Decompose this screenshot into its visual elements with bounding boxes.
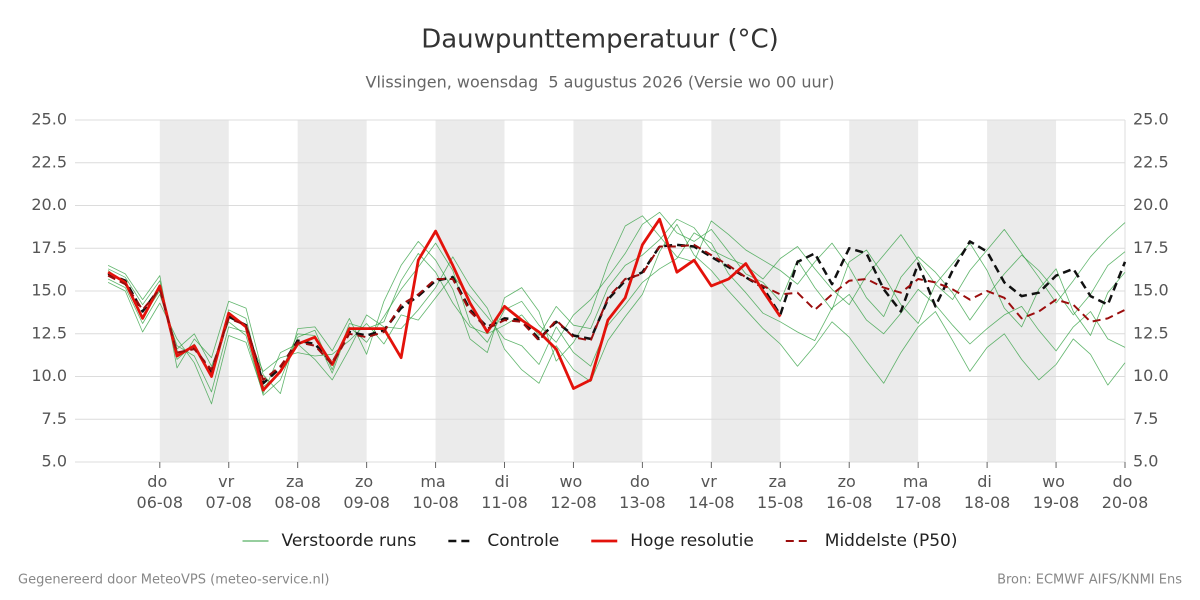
y-tick-label: 20.0 <box>31 195 67 214</box>
y2-tick-label: 17.5 <box>1133 238 1169 257</box>
x-tick-label: zo 16-08 <box>826 472 873 512</box>
footer-right: Bron: ECMWF AIFS/KNMI Ens <box>997 573 1182 588</box>
y2-tick-label: 15.0 <box>1133 281 1169 300</box>
series-line <box>107 240 1127 385</box>
chart-subtitle: Vlissingen, woensdag 5 augustus 2026 (Ve… <box>366 73 835 92</box>
x-tick-label: ma 17-08 <box>895 472 942 512</box>
x-tick-label: zo 09-08 <box>343 472 390 512</box>
footer-left: Gegenereerd door MeteoVPS (meteo-service… <box>18 573 329 588</box>
y-tick-label: 25.0 <box>31 110 67 129</box>
chart-title: Dauwpunttemperatuur (°C) <box>421 25 779 55</box>
y2-tick-label: 25.0 <box>1133 110 1169 129</box>
x-tick-label: do 06-08 <box>137 472 184 512</box>
x-tick-label: di 18-08 <box>964 472 1011 512</box>
x-tick-label: za 08-08 <box>274 472 321 512</box>
y-tick-label: 15.0 <box>31 281 67 300</box>
y2-tick-label: 7.5 <box>1133 409 1158 428</box>
x-tick-label: di 11-08 <box>481 472 528 512</box>
x-tick-label: ma 10-08 <box>412 472 459 512</box>
x-tick-label: do 13-08 <box>619 472 666 512</box>
y2-tick-label: 5.0 <box>1133 452 1158 471</box>
series-line <box>107 218 1126 396</box>
legend-label: Middelste (P50) <box>825 531 958 551</box>
y-tick-label: 5.0 <box>42 452 67 471</box>
y-tick-label: 12.5 <box>31 323 67 342</box>
legend-label: Hoge resolutie <box>630 531 754 551</box>
y-tick-label: 22.5 <box>31 152 67 171</box>
y2-tick-label: 22.5 <box>1133 152 1169 171</box>
x-tick-label: do 20-08 <box>1102 472 1149 512</box>
series-line <box>107 223 1126 405</box>
series-line <box>107 243 1126 381</box>
legend: Verstoorde runs Controle Hoge resolutie Mid… <box>242 531 958 551</box>
y-tick-label: 10.0 <box>31 366 67 385</box>
x-tick-label: wo 19-08 <box>1033 472 1080 512</box>
series-line <box>107 215 1126 394</box>
y2-tick-label: 12.5 <box>1133 323 1169 342</box>
x-tick-label: za 15-08 <box>757 472 804 512</box>
y2-tick-label: 20.0 <box>1133 195 1169 214</box>
y-tick-label: 17.5 <box>31 238 67 257</box>
y2-tick-label: 10.0 <box>1133 366 1169 385</box>
y-tick-label: 7.5 <box>42 409 67 428</box>
x-tick-label: vr 07-08 <box>205 472 252 512</box>
x-tick-label: wo 12-08 <box>550 472 597 512</box>
legend-label: Controle <box>487 531 559 551</box>
legend-label: Verstoorde runs <box>282 531 417 551</box>
x-tick-label: vr 14-08 <box>688 472 735 512</box>
